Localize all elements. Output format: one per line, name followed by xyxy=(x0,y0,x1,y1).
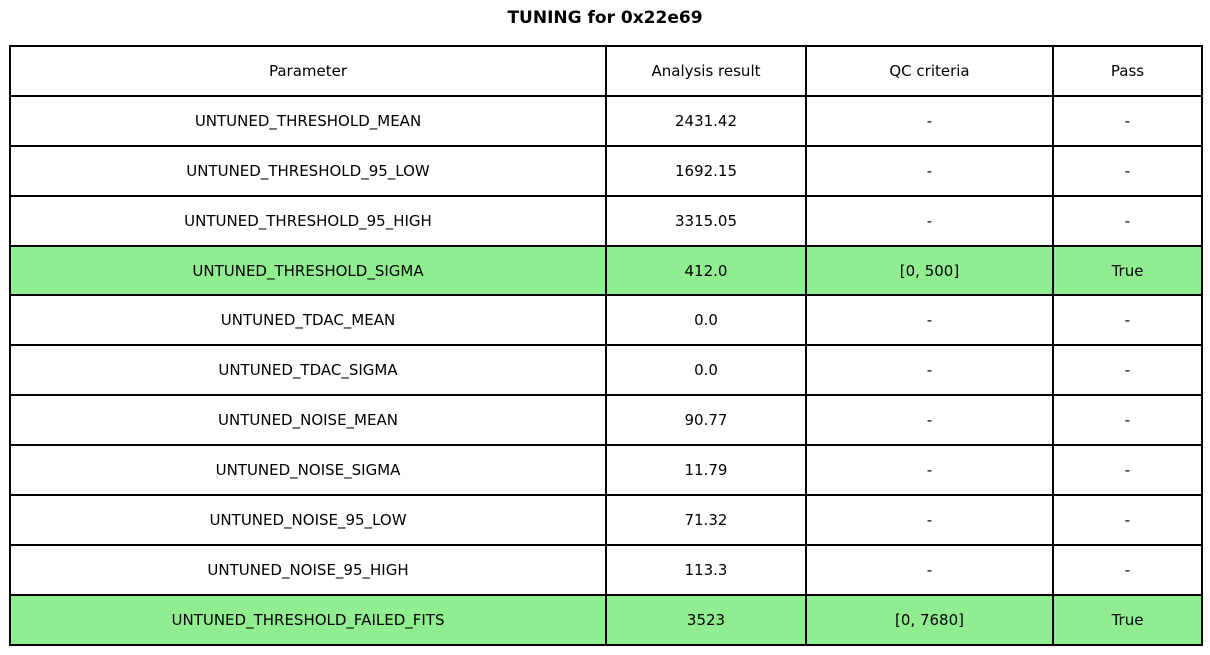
cell-pass: - xyxy=(1052,494,1203,546)
table-row: UNTUNED_NOISE_95_LOW 71.32- - xyxy=(9,494,1203,546)
cell-analysis-result: 1692.15 xyxy=(605,144,807,197)
cell-analysis-result: 90.77 xyxy=(605,394,807,447)
cell-parameter: UNTUNED_THRESHOLD_FAILED_FITS xyxy=(9,593,607,646)
cell-pass: - xyxy=(1052,94,1203,147)
cell-qc-criteria: [0, 7680] xyxy=(805,593,1054,646)
cell-parameter: UNTUNED_NOISE_95_LOW xyxy=(9,494,607,546)
cell-qc-criteria: - xyxy=(805,444,1054,497)
column-header-pass: Pass xyxy=(1052,45,1203,97)
table-row: UNTUNED_THRESHOLD_MEAN 2431.42- - xyxy=(9,94,1203,147)
cell-parameter: UNTUNED_TDAC_SIGMA xyxy=(9,344,607,397)
column-header-qc-criteria: QC criteria xyxy=(805,45,1054,97)
table-row: UNTUNED_THRESHOLD_SIGMA 412.0 [0, 500] True xyxy=(9,244,1203,297)
cell-analysis-result: 3315.05 xyxy=(605,194,807,247)
cell-pass: - xyxy=(1052,444,1203,497)
cell-analysis-result: 0.0 xyxy=(605,344,807,397)
table-row: UNTUNED_NOISE_MEAN 90.77- - xyxy=(9,394,1203,447)
cell-qc-criteria: - xyxy=(805,344,1054,397)
cell-qc-criteria: - xyxy=(805,294,1054,347)
cell-analysis-result: 412.0 xyxy=(605,244,807,297)
cell-parameter: UNTUNED_THRESHOLD_95_HIGH xyxy=(9,194,607,247)
cell-analysis-result: 3523 xyxy=(605,593,807,646)
table-row: UNTUNED_TDAC_SIGMA 0.0- - xyxy=(9,344,1203,397)
cell-analysis-result: 113.3 xyxy=(605,543,807,596)
cell-qc-criteria: - xyxy=(805,394,1054,447)
table-row: UNTUNED_NOISE_95_HIGH 113.3- - xyxy=(9,543,1203,596)
cell-qc-criteria: - xyxy=(805,94,1054,147)
cell-pass: - xyxy=(1052,394,1203,447)
cell-parameter: UNTUNED_NOISE_95_HIGH xyxy=(9,543,607,596)
cell-qc-criteria: [0, 500] xyxy=(805,244,1054,297)
table-row: UNTUNED_THRESHOLD_95_LOW 1692.15- - xyxy=(9,144,1203,197)
cell-pass: True xyxy=(1052,244,1203,297)
cell-analysis-result: 0.0 xyxy=(605,294,807,347)
table-header-row: Parameter Analysis result QC criteria Pa… xyxy=(9,45,1203,97)
cell-parameter: UNTUNED_THRESHOLD_SIGMA xyxy=(9,244,607,297)
cell-qc-criteria: - xyxy=(805,543,1054,596)
cell-parameter: UNTUNED_NOISE_MEAN xyxy=(9,394,607,447)
cell-pass: - xyxy=(1052,543,1203,596)
table-row: UNTUNED_THRESHOLD_95_HIGH 3315.05- - xyxy=(9,194,1203,247)
column-header-analysis-result: Analysis result xyxy=(605,45,807,97)
table-row: UNTUNED_THRESHOLD_FAILED_FITS 3523 [0, 768… xyxy=(9,593,1203,646)
column-header-parameter: Parameter xyxy=(9,45,607,97)
cell-parameter: UNTUNED_THRESHOLD_MEAN xyxy=(9,94,607,147)
cell-qc-criteria: - xyxy=(805,194,1054,247)
cell-parameter: UNTUNED_NOISE_SIGMA xyxy=(9,444,607,497)
cell-analysis-result: 71.32 xyxy=(605,494,807,546)
table-row: UNTUNED_TDAC_MEAN 0.0- - xyxy=(9,294,1203,347)
qc-results-table: Parameter Analysis result QC criteria Pa… xyxy=(9,45,1203,646)
cell-qc-criteria: - xyxy=(805,144,1054,197)
cell-analysis-result: 11.79 xyxy=(605,444,807,497)
page-title: TUNING for 0x22e69 xyxy=(507,8,703,28)
cell-pass: - xyxy=(1052,294,1203,347)
cell-analysis-result: 2431.42 xyxy=(605,94,807,147)
cell-parameter: UNTUNED_TDAC_MEAN xyxy=(9,294,607,347)
cell-pass: - xyxy=(1052,344,1203,397)
cell-pass: - xyxy=(1052,194,1203,247)
cell-pass: - xyxy=(1052,144,1203,197)
cell-parameter: UNTUNED_THRESHOLD_95_LOW xyxy=(9,144,607,197)
cell-pass: True xyxy=(1052,593,1203,646)
table-body: UNTUNED_THRESHOLD_MEAN 2431.42- - UNTUNED_T… xyxy=(9,94,1203,646)
table-row: UNTUNED_NOISE_SIGMA 11.79- - xyxy=(9,444,1203,497)
cell-qc-criteria: - xyxy=(805,494,1054,546)
